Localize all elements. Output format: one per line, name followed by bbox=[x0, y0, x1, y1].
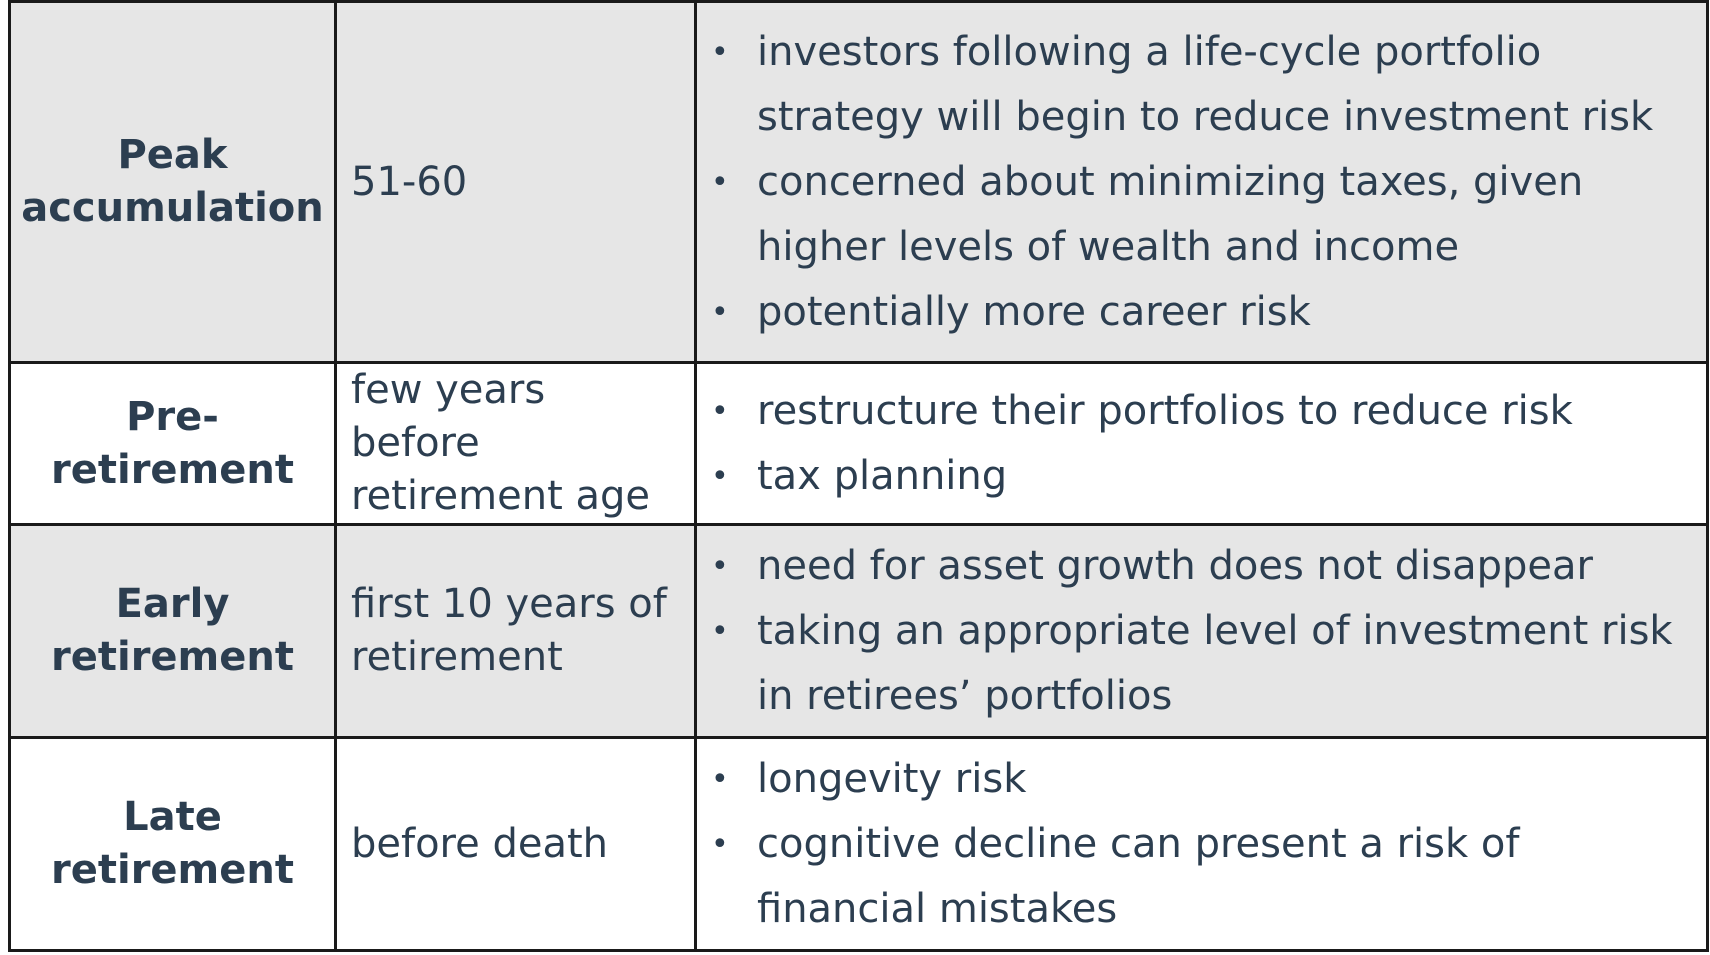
life-stage-table: Peak accumulation 51-60 • investors follo… bbox=[8, 0, 1709, 952]
age-cell: few years before retirement age bbox=[334, 361, 697, 526]
note-text: potentially more career risk bbox=[757, 288, 1311, 335]
age-cell: first 10 years of retirement bbox=[334, 523, 697, 739]
list-item: • taking an appropriate level of investme… bbox=[711, 599, 1688, 729]
notes-list: • restructure their portfolios to reduce … bbox=[711, 379, 1688, 509]
note-text: tax planning bbox=[757, 452, 1008, 499]
notes-cell: • need for asset growth does not disappea… bbox=[694, 523, 1709, 739]
note-text: concerned about minimizing taxes, given … bbox=[757, 158, 1584, 270]
bullet-icon: • bbox=[711, 826, 729, 862]
notes-list: • longevity risk • cognitive decline can p… bbox=[711, 747, 1688, 942]
bullet-icon: • bbox=[711, 548, 729, 584]
list-item: • longevity risk bbox=[711, 747, 1688, 812]
bullet-icon: • bbox=[711, 613, 729, 649]
list-item: • restructure their portfolios to reduce … bbox=[711, 379, 1688, 444]
list-item: • concerned about minimizing taxes, given… bbox=[711, 150, 1688, 280]
notes-list: • need for asset growth does not disappea… bbox=[711, 534, 1688, 729]
notes-list: • investors following a life-cycle portfo… bbox=[711, 20, 1688, 345]
table-row: Early retirement first 10 years of retir… bbox=[8, 523, 1709, 739]
notes-cell: • longevity risk • cognitive decline can p… bbox=[694, 736, 1709, 952]
stage-cell: Pre-retirement bbox=[8, 361, 337, 526]
notes-cell: • investors following a life-cycle portfo… bbox=[694, 0, 1709, 364]
table-row: Pre-retirement few years before retireme… bbox=[8, 361, 1709, 526]
note-text: restructure their portfolios to reduce r… bbox=[757, 387, 1573, 434]
list-item: • cognitive decline can present a risk of… bbox=[711, 812, 1688, 942]
notes-cell: • restructure their portfolios to reduce … bbox=[694, 361, 1709, 526]
stage-cell: Late retirement bbox=[8, 736, 337, 952]
note-text: cognitive decline can present a risk of … bbox=[757, 820, 1520, 932]
note-text: taking an appropriate level of investmen… bbox=[757, 607, 1673, 719]
age-cell: 51-60 bbox=[334, 0, 697, 364]
note-text: longevity risk bbox=[757, 755, 1027, 802]
table-row: Late retirement before death • longevity … bbox=[8, 736, 1709, 952]
bullet-icon: • bbox=[711, 761, 729, 797]
bullet-icon: • bbox=[711, 164, 729, 200]
age-cell: before death bbox=[334, 736, 697, 952]
table-row: Peak accumulation 51-60 • investors follo… bbox=[8, 0, 1709, 364]
list-item: • tax planning bbox=[711, 444, 1688, 509]
list-item: • need for asset growth does not disappea… bbox=[711, 534, 1688, 599]
stage-cell: Peak accumulation bbox=[8, 0, 337, 364]
bullet-icon: • bbox=[711, 34, 729, 70]
bullet-icon: • bbox=[711, 458, 729, 494]
list-item: • potentially more career risk bbox=[711, 280, 1688, 345]
list-item: • investors following a life-cycle portfo… bbox=[711, 20, 1688, 150]
bullet-icon: • bbox=[711, 294, 729, 330]
stage-cell: Early retirement bbox=[8, 523, 337, 739]
note-text: need for asset growth does not disappear bbox=[757, 542, 1593, 589]
bullet-icon: • bbox=[711, 393, 729, 429]
note-text: investors following a life-cycle portfol… bbox=[757, 28, 1654, 140]
